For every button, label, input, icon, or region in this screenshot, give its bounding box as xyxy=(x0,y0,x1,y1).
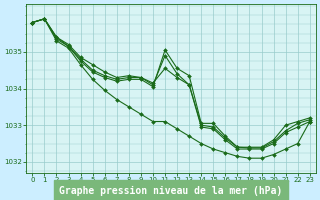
X-axis label: Graphe pression niveau de la mer (hPa): Graphe pression niveau de la mer (hPa) xyxy=(60,186,283,196)
